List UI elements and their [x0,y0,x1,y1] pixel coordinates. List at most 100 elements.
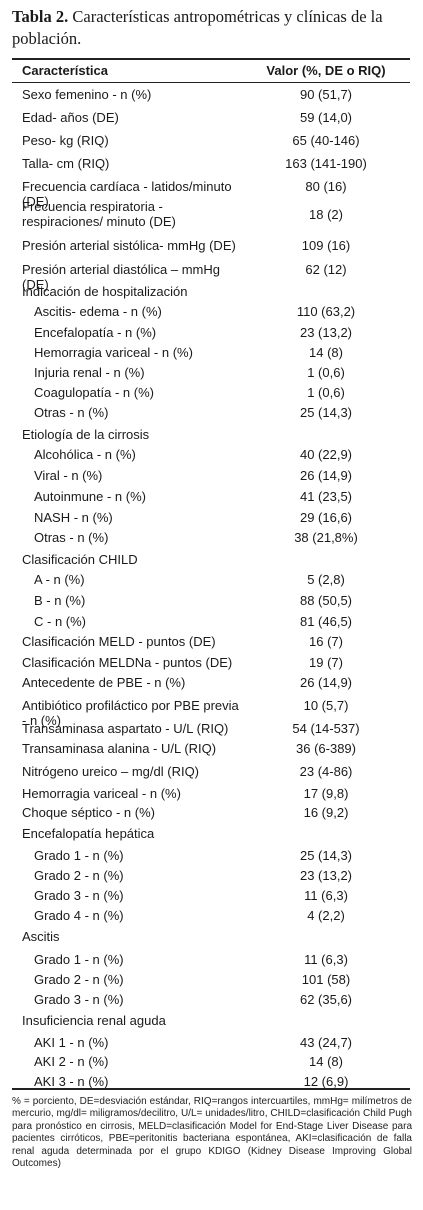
row-characteristic: Clasificación CHILD [22,552,138,567]
table-row: NASH - n (%) 29 (16,6) [12,507,410,527]
row-characteristic: Hemorragia variceal - n (%) [22,786,181,801]
row-characteristic: Ascitis- edema - n (%) [34,304,162,319]
table-row: Frecuencia respiratoria - respiraciones/… [12,198,410,235]
table-body: Sexo femenino - n (%) 90 (51,7) Edad- años… [12,84,410,1091]
row-value: 62 (12) [305,262,347,277]
row-value: 110 (63,2) [296,304,356,319]
row-value: 81 (46,5) [299,614,353,629]
row-characteristic: Presión arterial diastólica – mmHg (DE) [22,262,220,292]
table-row: Clasificación MELD - puntos (DE) 16 (7) [12,631,410,652]
row-value: 43 (24,7) [299,1035,353,1050]
row-value: 14 (8) [309,345,343,360]
row-value: 1 (0,6) [307,385,345,400]
table-row: Presión arterial sistólica- mmHg (DE) 109… [12,235,410,259]
row-characteristic: Grado 1 - n (%) [34,848,124,863]
header-characteristic: Característica [22,63,108,78]
table-label: Tabla 2. [12,7,69,26]
table-row: AKI 1 - n (%) 43 (24,7) [12,1032,410,1051]
row-value: 16 (7) [309,634,343,649]
row-characteristic: Grado 4 - n (%) [34,908,124,923]
row-value: 26 (14,9) [299,468,353,483]
table-row: Presión arterial diastólica – mmHg (DE) 6… [12,259,410,292]
row-characteristic: Presión arterial sistólica- mmHg (DE) [22,238,236,253]
header-value: Valor (%, DE o RIQ) [266,63,386,78]
table-row: Choque séptico - n (%) 16 (9,2) [12,802,410,823]
row-characteristic: Hemorragia variceal - n (%) [34,345,193,360]
row-characteristic: AKI 1 - n (%) [34,1035,109,1050]
table-row: Grado 3 - n (%) 11 (6,3) [12,885,410,905]
table-row: Coagulopatía - n (%) 1 (0,6) [12,382,410,402]
row-characteristic: AKI 3 - n (%) [34,1074,109,1089]
row-characteristic: Injuria renal - n (%) [34,365,145,380]
row-value: 11 (6,3) [304,952,348,967]
row-characteristic: Encefalopatía - n (%) [34,325,157,340]
table-header-rule [12,82,410,83]
row-characteristic: Grado 2 - n (%) [34,972,124,987]
table-row: C - n (%) 81 (46,5) [12,611,410,631]
table-row: Grado 1 - n (%) 25 (14,3) [12,845,410,865]
row-characteristic: Ascitis [22,929,60,944]
table-row: AKI 2 - n (%) 14 (8) [12,1051,410,1071]
table-section-row: Encefalopatía hepática [12,823,410,845]
table-row: Transaminasa aspartato - U/L (RIQ) 54 (14… [12,718,410,738]
row-characteristic: Sexo femenino - n (%) [22,87,152,102]
row-value: 10 (5,7) [303,698,349,713]
row-characteristic: Frecuencia respiratoria - respiraciones/… [22,199,176,229]
row-value: 23 (13,2) [299,325,353,340]
table-row: Otras - n (%) 25 (14,3) [12,402,410,424]
row-characteristic: Grado 1 - n (%) [34,952,124,967]
table-row: Ascitis- edema - n (%) 110 (63,2) [12,301,410,322]
row-value: 90 (51,7) [299,87,353,102]
row-value: 1 (0,6) [307,365,345,380]
table-row: Talla- cm (RIQ) 163 (141-190) [12,153,410,176]
table-row: Frecuencia cardíaca - latidos/minuto (DE… [12,176,410,209]
row-value: 19 (7) [309,655,343,670]
table-row: Antibiótico profiláctico por PBE previa … [12,695,410,728]
row-value: 36 (6-389) [296,741,356,756]
table-row: Grado 1 - n (%) 11 (6,3) [12,949,410,969]
table-caption: Tabla 2. Características antropométricas… [12,6,412,50]
table-header: Característica Valor (%, DE o RIQ) [12,59,410,82]
row-value: 25 (14,3) [299,405,353,420]
row-value: 62 (35,6) [299,992,353,1007]
row-characteristic: Etiología de la cirrosis [22,427,150,442]
row-value: 101 (58) [301,972,351,987]
row-characteristic: Choque séptico - n (%) [22,805,155,820]
row-characteristic: Nitrógeno ureico – mg/dl (RIQ) [22,764,200,779]
table-row: Grado 4 - n (%) 4 (2,2) [12,905,410,926]
row-characteristic: Alcohólica - n (%) [34,447,136,462]
row-characteristic: Grado 3 - n (%) [34,992,124,1007]
row-characteristic: Otras - n (%) [34,530,109,545]
row-value: 29 (16,6) [299,510,353,525]
table-section-row: Ascitis [12,926,410,949]
table-row: Hemorragia variceal - n (%) 17 (9,8) [12,783,410,802]
row-characteristic: Indicación de hospitalización [22,284,188,299]
row-value: 4 (2,2) [307,908,345,923]
table-row: Alcohólica - n (%) 40 (22,9) [12,444,410,465]
table-row: Edad- años (DE) 59 (14,0) [12,107,410,130]
row-characteristic: Frecuencia cardíaca - latidos/minuto (DE… [22,179,232,209]
row-value: 23 (4-86) [299,764,353,779]
table-title: Características antropométricas y clínic… [12,7,383,48]
table-row: Nitrógeno ureico – mg/dl (RIQ) 23 (4-86) [12,761,410,783]
row-characteristic: Antecedente de PBE - n (%) [22,675,186,690]
row-characteristic: Edad- años (DE) [22,110,119,125]
row-characteristic: Insuficiencia renal aguda [22,1013,166,1028]
row-characteristic: Encefalopatía hepática [22,826,155,841]
table-row: A - n (%) 5 (2,8) [12,569,410,590]
table-section-row: Clasificación CHILD [12,549,410,569]
table-section-row: Etiología de la cirrosis [12,424,410,444]
table-row: Hemorragia variceal - n (%) 14 (8) [12,342,410,362]
row-value: 59 (14,0) [299,110,353,125]
row-characteristic: C - n (%) [34,614,86,629]
row-characteristic: Talla- cm (RIQ) [22,156,110,171]
table-row: Sexo femenino - n (%) 90 (51,7) [12,84,410,107]
row-value: 18 (2) [309,207,343,222]
row-value: 12 (6,9) [303,1074,349,1089]
row-characteristic: Viral - n (%) [34,468,103,483]
row-value: 40 (22,9) [299,447,353,462]
table-row: Injuria renal - n (%) 1 (0,6) [12,362,410,382]
table-row: Viral - n (%) 26 (14,9) [12,465,410,486]
table-row: Grado 3 - n (%) 62 (35,6) [12,989,410,1010]
row-value: 14 (8) [309,1054,343,1069]
